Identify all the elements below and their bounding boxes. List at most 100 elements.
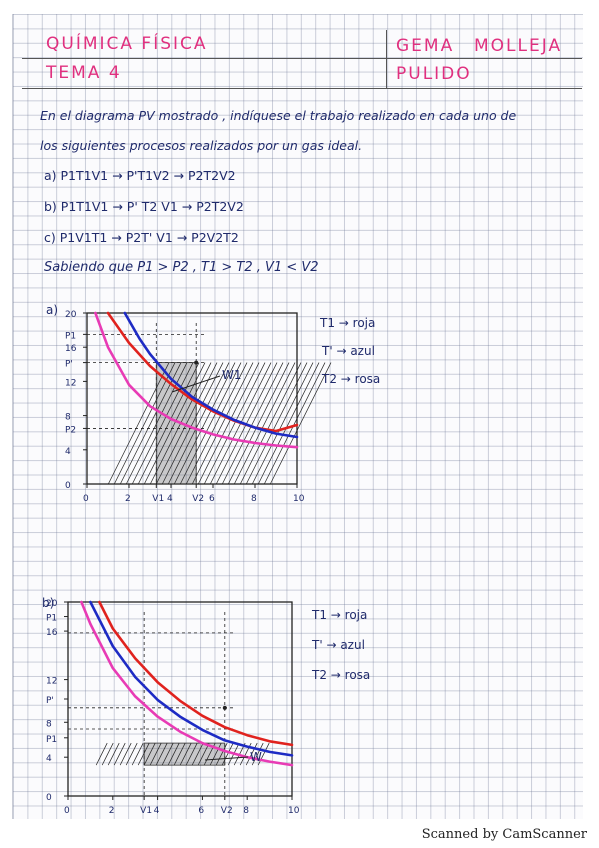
y-tick-a-1: P1 xyxy=(65,331,76,341)
work-pointer-a xyxy=(171,375,221,393)
statement-line-1: En el diagrama PV mostrado , indíquese e… xyxy=(40,108,517,123)
x-tick-b-6: 8 xyxy=(243,806,249,816)
x-tick-b-1: 2 xyxy=(109,806,115,816)
hatch-line-a xyxy=(227,362,290,485)
condition-line: Sabiendo que P1 > P2 , T1 > T2 , V1 < V2 xyxy=(44,260,319,275)
hatch-line-b xyxy=(101,742,114,766)
hatch-line-a xyxy=(245,362,308,485)
hatch-line-b xyxy=(131,742,144,766)
state-point-b xyxy=(222,705,227,710)
header-rule-middle xyxy=(22,58,582,59)
isotherm-a-2 xyxy=(94,311,299,449)
hatch-line-b xyxy=(209,742,222,766)
hatch-line-b xyxy=(257,742,270,766)
hatch-line-b xyxy=(215,742,228,766)
hatch-line-a xyxy=(251,362,314,485)
x-tick-b-0: 0 xyxy=(64,806,70,816)
y-tick-a-5: 8 xyxy=(65,413,71,423)
isotherm-b-2 xyxy=(80,600,294,767)
x-tick-a-7: 10 xyxy=(293,494,305,504)
x-tick-b-4: 6 xyxy=(198,806,204,816)
x-tick-a-1: 2 xyxy=(125,494,131,504)
isotherm-b-1 xyxy=(89,600,294,757)
hatch-line-b xyxy=(143,742,156,766)
x-tick-a-4: V2 xyxy=(192,494,204,504)
legend-a-t2: T2 → rosa xyxy=(322,372,381,386)
hatch-line-b xyxy=(149,742,162,766)
topic-title: TEMA 4 xyxy=(46,63,122,83)
panel-label-b: b) xyxy=(42,596,55,610)
header-rule-bottom xyxy=(22,88,582,89)
author-first-name: GEMA xyxy=(396,36,455,56)
statement-line-2: los siguientes procesos realizados por u… xyxy=(40,138,363,153)
hatch-line-a xyxy=(173,362,236,485)
y-tick-b-5: 8 xyxy=(46,719,52,729)
hatch-line-a xyxy=(167,362,230,485)
y-tick-b-3: 12 xyxy=(46,677,57,687)
legend-a-tprime: T' → azul xyxy=(322,344,375,358)
hatch-line-a xyxy=(107,362,170,485)
hatch-line-a xyxy=(221,362,284,485)
hatch-line-a xyxy=(257,362,320,485)
legend-a-t1: T1 → roja xyxy=(320,316,376,330)
hatch-line-b xyxy=(95,742,108,766)
hatch-line-a xyxy=(203,362,266,485)
hatch-line-b xyxy=(179,742,192,766)
hatch-line-b xyxy=(251,742,264,766)
scanner-watermark: Scanned by CamScanner xyxy=(421,827,587,842)
y-tick-a-8: 0 xyxy=(65,481,71,491)
y-tick-b-6: P1 xyxy=(46,735,57,745)
y-tick-a-3: P' xyxy=(65,360,73,370)
hatch-line-a xyxy=(197,362,260,485)
hatch-line-a xyxy=(155,362,218,485)
x-tick-b-5: V2 xyxy=(221,806,233,816)
work-pointer-b xyxy=(204,756,249,761)
process-a: a) P1T1V1 → P'T1V2 → P2T2V2 xyxy=(44,168,236,183)
hatch-line-b xyxy=(173,742,186,766)
hatch-line-a xyxy=(161,362,224,485)
y-tick-b-0: 20 xyxy=(46,599,58,609)
y-tick-a-4: 12 xyxy=(65,378,76,388)
y-tick-a-6: P2 xyxy=(65,425,76,435)
hatch-line-b xyxy=(155,742,168,766)
isotherm-b-0 xyxy=(98,600,294,747)
hatch-line-a xyxy=(131,362,194,485)
hatch-line-a xyxy=(143,362,206,485)
hatch-line-b xyxy=(197,742,210,766)
y-tick-a-7: 4 xyxy=(65,447,71,457)
hatch-line-b xyxy=(167,742,180,766)
hatch-line-b xyxy=(137,742,150,766)
hatch-line-b xyxy=(161,742,174,766)
hatch-line-b xyxy=(221,742,234,766)
hatch-line-b xyxy=(113,742,126,766)
hatch-line-b xyxy=(191,742,204,766)
work-label-b: W xyxy=(250,750,262,764)
legend-b-tprime: T' → azul xyxy=(312,638,365,652)
hatch-line-b xyxy=(245,742,258,766)
y-tick-b-2: 16 xyxy=(46,628,58,638)
x-tick-a-5: 6 xyxy=(209,494,215,504)
subject-title: QUÍMICA FÍSICA xyxy=(46,34,208,54)
hatch-line-a xyxy=(263,362,326,485)
x-tick-a-6: 8 xyxy=(251,494,257,504)
legend-b-t1: T1 → roja xyxy=(312,608,368,622)
hatch-line-a xyxy=(179,362,242,485)
hatch-line-b xyxy=(119,742,132,766)
y-tick-b-8: 0 xyxy=(46,793,52,803)
author-last-name: MOLLEJA xyxy=(474,36,563,56)
hatch-line-b xyxy=(185,742,198,766)
y-tick-a-2: 16 xyxy=(65,344,77,354)
process-b: b) P1T1V1 → P' T2 V1 → P2T2V2 xyxy=(44,199,244,214)
hatch-line-a xyxy=(191,362,254,485)
hatch-line-b xyxy=(125,742,138,766)
x-tick-a-0: 0 xyxy=(83,494,89,504)
legend-b-t2: T2 → rosa xyxy=(312,668,371,682)
hatch-line-b xyxy=(107,742,120,766)
process-c: c) P1V1T1 → P2T' V1 → P2V2T2 xyxy=(44,230,239,245)
x-tick-b-7: 10 xyxy=(288,806,300,816)
y-tick-b-1: P1 xyxy=(46,614,57,624)
y-tick-a-0: 20 xyxy=(65,310,77,320)
hatch-line-a xyxy=(269,362,332,485)
author-second-last-name: PULIDO xyxy=(396,64,472,84)
plot-frame-b xyxy=(67,601,293,797)
